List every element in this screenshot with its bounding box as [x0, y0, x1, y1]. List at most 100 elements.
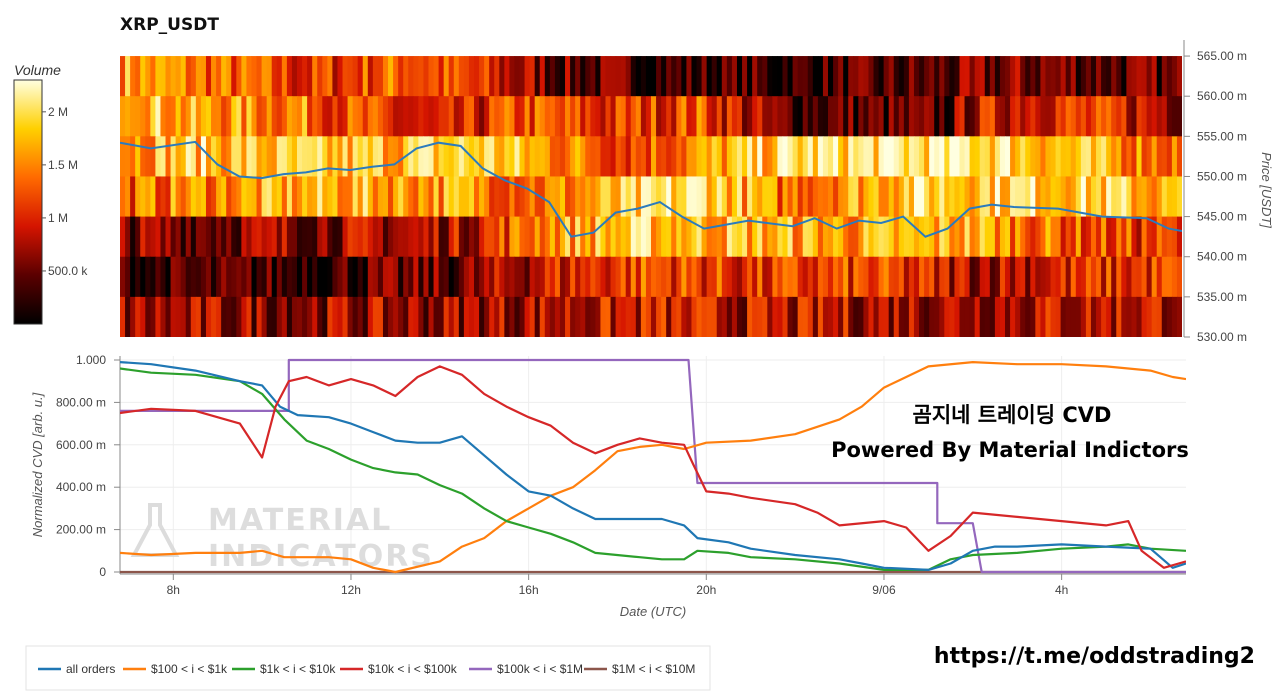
heatmap-cell: [706, 136, 713, 177]
heatmap-cell: [964, 256, 971, 298]
heatmap-y-tick-label: 540.00 m: [1197, 250, 1247, 264]
heatmap-cell: [919, 296, 925, 337]
legend-label[interactable]: all orders: [66, 662, 115, 676]
heatmap-cell: [822, 256, 829, 298]
heatmap-cell: [1151, 216, 1158, 258]
heatmap-cell: [848, 96, 854, 137]
heatmap-cell: [1050, 56, 1057, 97]
heatmap-cell: [155, 256, 162, 298]
heatmap-cell: [989, 296, 996, 337]
heatmap-cell: [575, 216, 581, 258]
heatmap-cell: [822, 296, 829, 337]
heatmap-cell: [666, 96, 672, 137]
watermark-line1: MATERIAL: [208, 503, 392, 538]
heatmap-cell: [413, 256, 419, 298]
heatmap-cell: [509, 256, 516, 298]
heatmap-cell: [1176, 176, 1182, 217]
heatmap-cell: [362, 96, 369, 137]
heatmap-cell: [711, 96, 718, 137]
heatmap-cell: [787, 136, 794, 177]
heatmap-cell: [742, 176, 748, 217]
heatmap-cell: [1096, 96, 1102, 137]
heatmap-cell: [453, 136, 460, 177]
heatmap-cell: [433, 56, 440, 97]
legend-label[interactable]: $1k < i < $10k: [260, 662, 336, 676]
heatmap-cell: [231, 256, 237, 298]
heatmap-cell: [792, 216, 799, 258]
heatmap-cell: [858, 136, 864, 177]
heatmap-cell: [671, 216, 677, 258]
heatmap-cell: [519, 256, 526, 298]
heatmap-cell: [964, 216, 971, 258]
heatmap-cell: [797, 56, 804, 97]
heatmap-cell: [170, 96, 177, 137]
legend-label[interactable]: $10k < i < $100k: [368, 662, 458, 676]
heatmap-cell: [1176, 136, 1182, 177]
heatmap-cell: [640, 216, 647, 258]
heatmap-cell: [499, 256, 505, 298]
heatmap-cell: [125, 176, 131, 217]
series-line-all: [120, 361, 1186, 571]
heatmap-cell: [256, 136, 263, 177]
heatmap-cell: [458, 296, 465, 337]
heatmap-cell: [271, 96, 278, 137]
heatmap-cell: [438, 256, 445, 298]
heatmap-cell: [1106, 136, 1112, 177]
heatmap-cell: [893, 136, 900, 177]
heatmap-cell: [266, 296, 273, 337]
heatmap-cell: [944, 176, 950, 217]
heatmap-cell: [640, 96, 647, 137]
heatmap-cell: [205, 176, 212, 217]
heatmap-cell: [858, 96, 864, 137]
heatmap-cell: [1070, 56, 1077, 97]
heatmap-cell: [342, 176, 349, 217]
heatmap-cell: [772, 56, 779, 97]
heatmap-cell: [903, 256, 910, 298]
heatmap-cell: [398, 296, 404, 337]
heatmap-cell: [332, 96, 339, 137]
heatmap-cell: [817, 136, 824, 177]
legend-label[interactable]: $100 < i < $1k: [151, 662, 228, 676]
heatmap-cell: [408, 256, 414, 298]
heatmap-cell: [140, 56, 146, 97]
heatmap-cell: [1141, 136, 1148, 177]
heatmap-cell: [1106, 56, 1112, 97]
heatmap-cell: [1156, 176, 1163, 217]
heatmap-cell: [999, 56, 1006, 97]
legend-label[interactable]: $1M < i < $10M: [612, 662, 695, 676]
heatmap-cell: [150, 96, 156, 137]
heatmap-cell: [585, 176, 591, 217]
heatmap-cell: [286, 56, 293, 97]
telegram-url[interactable]: https://t.me/oddstrading2: [934, 644, 1255, 669]
heatmap-cell: [524, 136, 531, 177]
heatmap-cell: [863, 256, 870, 298]
heatmap-cell: [1005, 136, 1011, 177]
heatmap-cell: [357, 56, 364, 97]
heatmap-cell: [747, 296, 753, 337]
heatmap-cell: [767, 176, 773, 217]
heatmap-cell: [221, 216, 227, 258]
heatmap-cell: [858, 56, 864, 97]
heatmap-cell: [261, 56, 268, 97]
legend-label[interactable]: $100k < i < $1M: [497, 662, 583, 676]
heatmap-cell: [337, 96, 344, 137]
heatmap-cell: [989, 96, 996, 137]
heatmap-cell: [661, 56, 667, 97]
heatmap-cell: [605, 176, 612, 217]
heatmap-cell: [276, 256, 283, 298]
heatmap-cell: [453, 56, 460, 97]
heatmap-cell: [524, 56, 531, 97]
heatmap-cell: [924, 296, 930, 337]
heatmap-cell: [221, 256, 227, 298]
heatmap-y-tick-label: 555.00 m: [1197, 129, 1247, 143]
heatmap-cell: [317, 216, 323, 258]
heatmap-cell: [494, 216, 500, 258]
heatmap-cell: [964, 56, 971, 97]
heatmap-cell: [868, 56, 875, 97]
heatmap-cell: [322, 216, 328, 258]
heatmap-cell: [256, 96, 263, 137]
heatmap-cell: [969, 296, 976, 337]
line-series: [120, 358, 1186, 574]
heatmap-cell: [448, 256, 455, 298]
